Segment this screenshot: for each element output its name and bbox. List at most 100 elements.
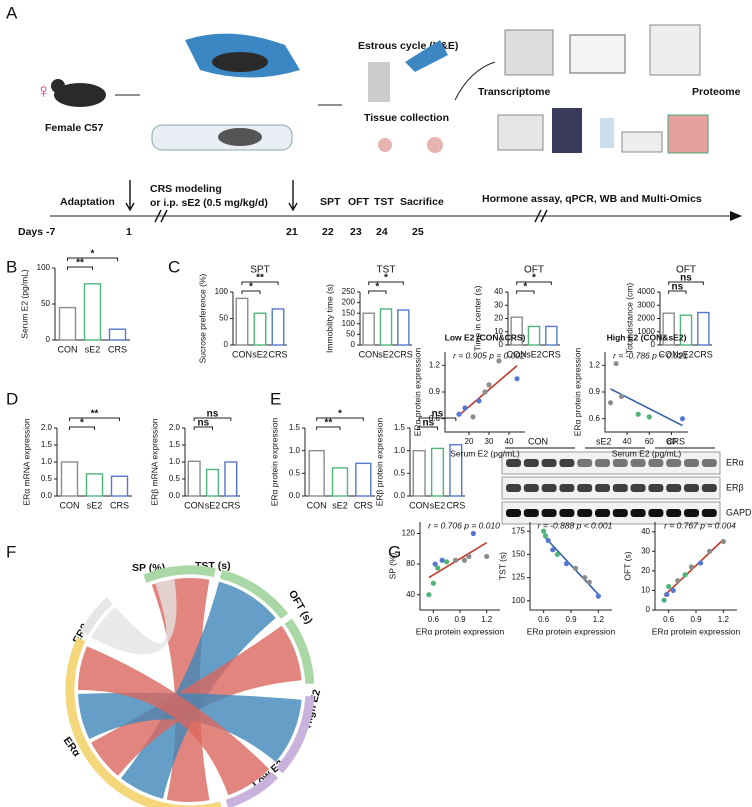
point xyxy=(541,528,547,534)
significance-bracket xyxy=(516,281,552,285)
x-tick-label: CON xyxy=(409,500,429,510)
bar xyxy=(110,475,129,497)
y-tick-label: 100 xyxy=(512,596,526,605)
point xyxy=(613,360,619,367)
blot-band xyxy=(595,484,610,492)
y-tick-label: 250 xyxy=(342,287,356,296)
blot-band xyxy=(684,484,699,492)
y-tick-label: 3000 xyxy=(637,300,655,309)
significance-bracket xyxy=(241,290,261,294)
y-tick-label: 0.6 xyxy=(589,414,601,423)
y-axis-label: OFT (s) xyxy=(622,551,632,580)
y-tick-label: 80 xyxy=(406,559,415,568)
blot-band xyxy=(630,459,646,467)
fit-line xyxy=(458,365,518,416)
x-tick-label: CRS xyxy=(542,349,561,359)
x-tick-label: CON xyxy=(184,500,204,510)
point xyxy=(484,553,490,560)
x-tick-label: 1.2 xyxy=(593,615,605,624)
blot-strip xyxy=(501,451,721,475)
arrow xyxy=(125,180,298,212)
x-tick-label: sE2 xyxy=(252,349,268,359)
blot-band xyxy=(595,509,610,517)
y-tick-label: 0.5 xyxy=(169,474,181,483)
instrument-icon xyxy=(667,114,709,154)
phase-label: Adaptation xyxy=(60,196,115,208)
bar xyxy=(187,460,201,497)
significance-label: ** xyxy=(91,409,99,420)
western-blot: CON sE2 CRS ERα ERβ GAPDH xyxy=(501,436,752,525)
bar xyxy=(679,314,693,346)
significance-label: ** xyxy=(76,258,84,269)
chord-arc xyxy=(225,771,279,807)
y-axis-label: ERα protein expression xyxy=(412,347,422,436)
axis xyxy=(529,522,612,611)
blot-band xyxy=(559,484,575,492)
chord-diagram: ERβ SP (%) TST (s) OFT (s) High E2 Low E… xyxy=(61,560,323,807)
x-tick-label: CRS xyxy=(268,349,287,359)
x-axis-label: ERα protein expression xyxy=(527,626,616,636)
bar xyxy=(271,308,285,346)
point xyxy=(661,597,667,603)
y-tick-label: 1.0 xyxy=(394,446,406,455)
y-tick-label: 0 xyxy=(499,340,504,349)
point xyxy=(432,561,438,567)
y-tick-label: 40 xyxy=(406,590,415,599)
bar xyxy=(60,461,79,497)
significance-label: * xyxy=(249,282,253,293)
bar xyxy=(397,309,410,346)
y-tick-label: 1.5 xyxy=(41,440,53,449)
y-tick-label: 10 xyxy=(494,327,503,336)
female-icon: ♀ xyxy=(36,80,51,102)
bar xyxy=(83,283,102,341)
significance-label: ns xyxy=(207,409,219,420)
y-tick-label: 150 xyxy=(342,308,356,317)
protein-label: ERα xyxy=(726,457,744,467)
y-tick-label: 0.0 xyxy=(169,491,181,500)
x-tick-label: 0.6 xyxy=(538,615,550,624)
blot-group: CON xyxy=(528,436,548,446)
y-tick-label: 20 xyxy=(641,566,650,575)
omics-label: Transcriptome xyxy=(478,86,551,98)
bar xyxy=(85,473,104,497)
x-tick-label: 1.2 xyxy=(718,615,730,624)
significance-bracket xyxy=(668,290,687,294)
significance-label: ns xyxy=(671,282,683,293)
y-tick-label: 2.0 xyxy=(169,423,181,432)
x-tick-label: CRS xyxy=(694,349,713,359)
point xyxy=(635,411,641,417)
point xyxy=(470,414,476,420)
point xyxy=(707,548,713,554)
ms-icon xyxy=(649,24,701,76)
point xyxy=(439,557,445,563)
x-tick-label: 0.6 xyxy=(663,615,675,624)
instrument-icon xyxy=(621,131,663,153)
y-tick-label: 1.5 xyxy=(289,423,301,432)
bar xyxy=(58,306,77,341)
blot-band xyxy=(523,484,539,492)
y-axis-label: SP (%) xyxy=(387,552,397,579)
y-tick-label: 200 xyxy=(342,298,356,307)
significance-label: ns xyxy=(680,273,692,284)
instrument-icon xyxy=(497,114,544,151)
point xyxy=(496,358,502,364)
y-tick-label: 1.5 xyxy=(169,440,181,449)
bar xyxy=(362,312,375,346)
blot-band xyxy=(523,509,539,517)
blot-band xyxy=(506,484,521,492)
y-tick-label: 100 xyxy=(37,263,51,272)
x-tick-label: CRS xyxy=(446,500,465,510)
blot-band xyxy=(701,459,717,467)
x-tick-label: CRS xyxy=(110,500,129,510)
x-tick-label: 0.6 xyxy=(428,615,440,624)
chart-title: OFT xyxy=(524,265,544,276)
y-tick-label: 30 xyxy=(494,300,503,309)
bar xyxy=(412,449,426,497)
y-tick-label: 0.0 xyxy=(41,491,53,500)
significance-bracket xyxy=(69,426,95,430)
significance-label: * xyxy=(375,282,379,293)
x-tick-label: CRS xyxy=(354,500,373,510)
bar xyxy=(235,297,249,346)
point xyxy=(572,565,579,571)
y-tick-label: 0.5 xyxy=(394,468,406,477)
